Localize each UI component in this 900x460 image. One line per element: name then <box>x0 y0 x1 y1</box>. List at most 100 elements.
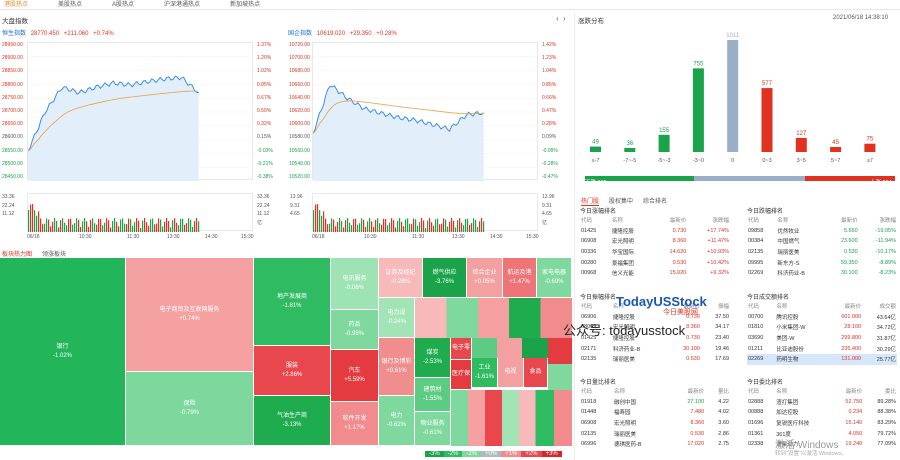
nav-tab-connect[interactable]: 沪深港通热点 <box>164 2 201 8</box>
column-header[interactable]: 名称 <box>776 389 788 396</box>
table-row[interactable]: 01810 小米集团-W 28.100 34.72亿 <box>747 322 897 333</box>
tab-concentration[interactable]: 股权集中 <box>609 199 634 205</box>
tab-hot-stocks[interactable]: 热门股 <box>581 196 600 206</box>
hsi-header[interactable]: 恒生指数 28770.450 +211.060 +0.74% <box>2 30 114 39</box>
table-row[interactable]: 06906 捷隆控股 0.730 37.50 <box>580 312 730 323</box>
column-header[interactable]: 代码 <box>581 304 593 311</box>
heatmap-tile[interactable]: 建筑材 -1.55% <box>415 378 451 412</box>
column-header[interactable]: 涨跌幅 <box>712 218 729 225</box>
heatmap-tile[interactable]: 地产发展商 -1.81% <box>254 258 331 346</box>
heatmap-tile[interactable]: 药品 -0.98% <box>331 310 379 350</box>
table-row[interactable]: 00280 景福集团 0.530 +10.42% <box>580 257 730 268</box>
table-row[interactable]: 01918 融创中国 27.100 4.22 <box>580 397 730 408</box>
table-row[interactable]: 06996 德琪医药-B 17.020 2.75 <box>580 439 730 450</box>
table-row[interactable]: 01425 捷隆控股 0.730 23.40 <box>580 333 730 344</box>
distribution-bar[interactable] <box>864 143 876 152</box>
distribution-bar[interactable] <box>624 148 636 152</box>
tab-composite[interactable]: 综合排名 <box>643 199 668 205</box>
heatmap-tile[interactable]: 食品 <box>524 358 548 388</box>
column-header[interactable]: 量比 <box>717 389 729 396</box>
distribution-bar[interactable] <box>590 146 601 152</box>
hscei-header[interactable]: 国企指数 10619.020 +29.350 +0.28% <box>288 30 397 39</box>
heatmap-tile[interactable]: 银行及博彩 +0.61% <box>379 338 415 396</box>
heatmap-tile[interactable]: 煤炭 -2.53% <box>415 338 451 378</box>
heatmap-tile[interactable]: 家电电器 -0.69% <box>537 258 572 298</box>
column-header[interactable]: 代码 <box>748 304 760 311</box>
table-row[interactable]: 03690 美团-W 299.800 31.87亿 <box>747 333 897 344</box>
nav-tab-a[interactable]: A股热点 <box>112 2 135 8</box>
heatmap-tile[interactable]: 证券及经纪 -0.28% <box>379 258 423 298</box>
table-row[interactable]: 00336 华宝国际 14.620 +10.93% <box>580 247 730 258</box>
column-header[interactable]: 代码 <box>581 218 593 225</box>
tab-leading-sectors[interactable]: 领涨板块 <box>42 252 67 258</box>
column-header[interactable]: 委比 <box>884 389 896 396</box>
distribution-bar[interactable] <box>761 88 773 152</box>
table-row[interactable]: 09995 新东方-S 59.350 -8.89% <box>747 257 897 268</box>
table-row[interactable]: 02888 渣打集团 52.750 89.28% <box>747 397 897 408</box>
heatmap-tile[interactable]: 燃气供应 -3.76% <box>423 258 467 298</box>
nav-tab-us[interactable]: 美股热点 <box>58 2 83 8</box>
table-row[interactable]: 02135 瑞丽医美 0.530 17.69 <box>580 354 730 365</box>
hscei-price-chart[interactable] <box>312 42 539 181</box>
column-header[interactable]: 代码 <box>748 218 760 225</box>
table-row[interactable]: 00384 中国燃气 23.600 -11.94% <box>747 236 897 247</box>
column-header[interactable]: 最新价 <box>841 218 858 225</box>
column-header[interactable]: 最新价 <box>844 304 862 311</box>
distribution-bar[interactable] <box>795 137 807 152</box>
column-header[interactable]: 最新价 <box>669 218 687 225</box>
heatmap-tile[interactable]: 服装 +2.86% <box>254 346 331 396</box>
column-header[interactable]: 最新价 <box>683 304 700 311</box>
heatmap-tile[interactable]: 医疗保 <box>451 360 472 390</box>
table-row[interactable]: 02338 潍柴动力 19.240 77.09% <box>747 439 897 450</box>
table-row[interactable]: 02171 科济药业-B 30.100 19.46 <box>580 343 730 354</box>
table-row[interactable]: 01211 比亚迪股份 235.400 30.29亿 <box>747 343 897 354</box>
heatmap-tile[interactable]: 电力设 -0.24% <box>379 298 415 338</box>
table-row[interactable]: 00700 腾讯控股 601.000 43.64亿 <box>747 312 897 323</box>
column-header[interactable]: 成交额 <box>879 304 896 311</box>
distribution-bar[interactable] <box>658 134 670 152</box>
table-row[interactable]: 01696 复锐医疗科技 15.140 83.29% <box>747 418 897 429</box>
prev-arrow-icon[interactable]: ‹ <box>556 14 559 23</box>
heatmap-tile[interactable]: 电力 -0.62% <box>379 396 415 446</box>
hsi-price-chart[interactable] <box>27 42 254 181</box>
nav-tab-sg[interactable]: 新加坡热点 <box>230 2 261 8</box>
heatmap-tile[interactable]: 航运及港 +1.47% <box>503 258 537 298</box>
heatmap-tile[interactable]: 银行 -1.02% <box>0 258 126 446</box>
table-row[interactable]: 09858 优然牧业 5.650 -19.05% <box>747 226 897 237</box>
table-row[interactable]: 02135 瑞丽医美 0.530 -10.17% <box>747 247 897 258</box>
heatmap-tile[interactable]: 工业 -1.61% <box>472 358 498 388</box>
distribution-bar[interactable] <box>692 68 704 152</box>
distribution-bar-chart[interactable]: 49 ≤-7 36 -7~-5 155 -5~-3 755 -3~0 1011 0 577 0~3 12… <box>578 24 896 189</box>
table-row[interactable]: 01425 捷隆控股 0.730 +17.74% <box>580 226 730 237</box>
table-row[interactable]: 00968 信义光能 15.020 +9.32% <box>580 268 730 279</box>
heatmap-tile[interactable]: 保险 -0.79% <box>126 372 254 446</box>
column-header[interactable]: 代码 <box>581 389 593 396</box>
table-row[interactable]: 01448 福寿园 7.480 4.02 <box>580 407 730 418</box>
column-header[interactable]: 代码 <box>748 389 760 396</box>
table-row[interactable]: 06908 宏光照明 8.360 +11.47% <box>580 236 730 247</box>
column-header[interactable]: 振幅 <box>717 304 729 311</box>
column-header[interactable]: 涨跌幅 <box>879 218 896 225</box>
column-header[interactable]: 名称 <box>611 218 623 225</box>
column-header[interactable]: 名称 <box>777 218 789 225</box>
table-row[interactable]: 08069 宏光照明 8.360 34.17 <box>580 322 730 333</box>
table-row[interactable]: 02269 药明生物 131.000 25.77亿 <box>747 353 897 365</box>
table-row[interactable]: 02269 科济药业-B 30.100 -8.23% <box>747 268 897 279</box>
heatmap-tile[interactable]: 电子零 <box>451 338 472 360</box>
column-header[interactable]: 名称 <box>613 389 625 396</box>
table-row[interactable]: 00888 加达控股 0.234 88.38% <box>747 407 897 418</box>
heatmap-tile[interactable]: 软件开发 +1.17% <box>331 402 379 446</box>
distribution-bar[interactable] <box>830 147 842 152</box>
distribution-bar[interactable] <box>727 40 739 152</box>
next-arrow-icon[interactable]: › <box>563 14 566 23</box>
column-header[interactable]: 名称 <box>612 304 624 311</box>
table-row[interactable]: 01361 361度 4.050 79.72% <box>747 428 897 439</box>
column-header[interactable]: 名称 <box>776 304 788 311</box>
table-row[interactable]: 02135 瑞丽医美 0.530 2.86 <box>580 428 730 439</box>
table-row[interactable]: 06908 宏光照明 8.360 3.60 <box>580 418 730 429</box>
heatmap-tile[interactable]: 气油生产商 -3.13% <box>254 396 331 446</box>
column-header[interactable]: 最新价 <box>845 389 863 396</box>
heatmap-tile[interactable]: 电讯服务 -0.06% <box>331 258 379 310</box>
heatmap-tile[interactable]: 电视 <box>498 358 524 388</box>
heatmap-tile[interactable]: 汽车 +5.59% <box>331 350 379 402</box>
